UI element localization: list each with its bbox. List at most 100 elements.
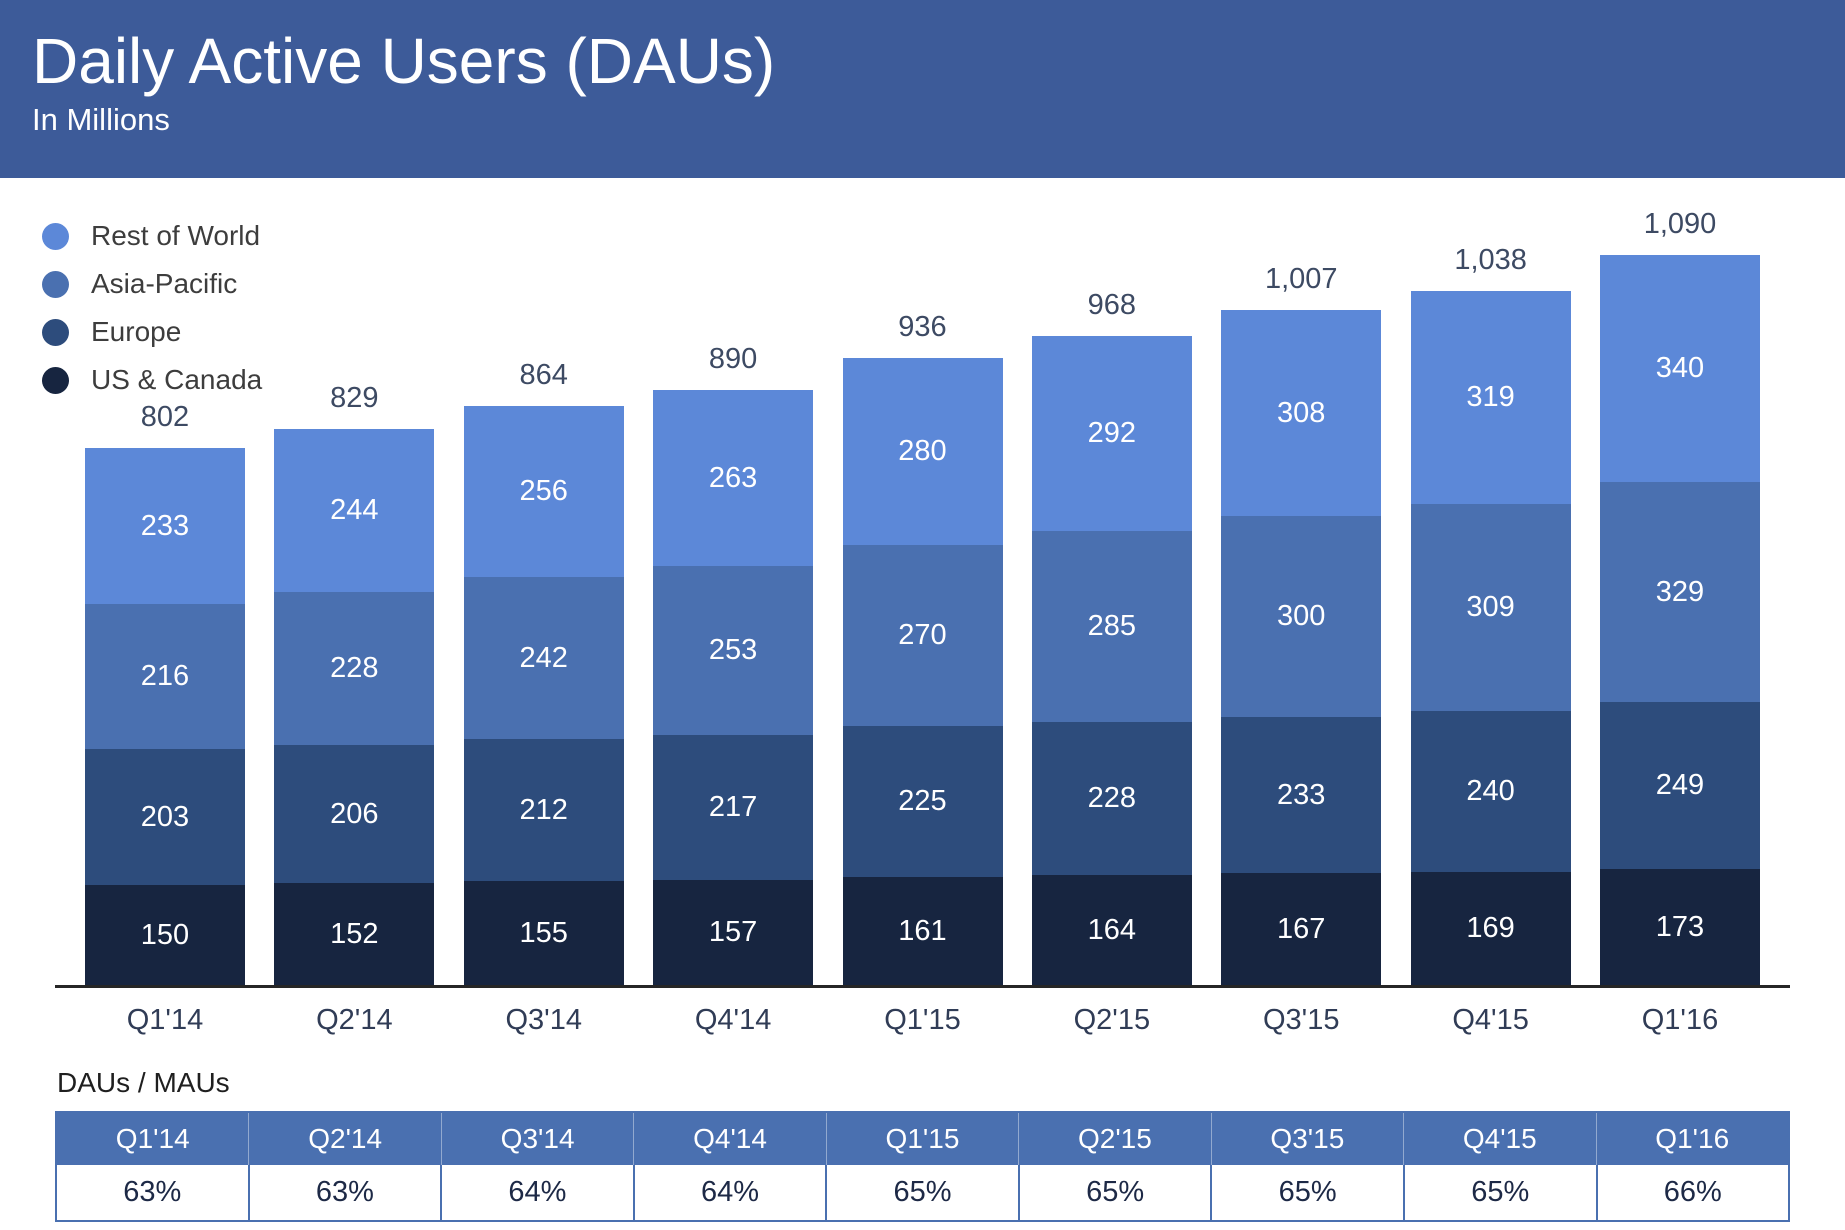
ratio-table-value-cell: 63% <box>247 1165 441 1220</box>
page-title: Daily Active Users (DAUs) <box>32 25 776 97</box>
ratio-table-header-cell: Q4'15 <box>1403 1113 1595 1165</box>
bar-stack: 280 270 225 161 <box>842 358 1003 985</box>
bar-segment: 203 <box>85 749 245 885</box>
segment-value-label: 256 <box>519 475 568 507</box>
ratio-table-header-cell: Q4'14 <box>633 1113 825 1165</box>
segment-value-label: 242 <box>519 641 568 674</box>
segment-value-label: 228 <box>330 652 379 684</box>
segment-value-label: 308 <box>1277 396 1326 429</box>
bar-segment: 292 <box>1031 336 1192 531</box>
x-axis-label: Q1'15 <box>884 1004 961 1036</box>
bar-column: 829 244 228 206 152 <box>274 382 435 985</box>
bar-segment: 228 <box>1031 722 1192 875</box>
segment-value-label: 212 <box>519 793 568 826</box>
ratio-table-header-cell: Q1'14 <box>115 1123 190 1154</box>
bar-segment: 249 <box>1600 702 1760 869</box>
bar-segment: 319 <box>1410 291 1571 504</box>
bar-segment: 217 <box>653 735 814 880</box>
ratio-table-value-cell: 65% <box>825 1165 1018 1220</box>
x-axis-label: Q4'14 <box>694 1004 772 1036</box>
ratio-table-value-cell: 65% <box>1402 1165 1596 1220</box>
legend-item: Asia-Pacific <box>42 268 262 300</box>
bar-stack: 256 242 212 155 <box>463 406 624 985</box>
bar-segment: 270 <box>842 545 1003 726</box>
ratio-table-header-cell: Q1'16 <box>1595 1113 1788 1165</box>
x-axis-label: Q1'16 <box>1641 1004 1719 1036</box>
bar-total-label: 890 <box>708 343 758 375</box>
ratio-table-title: DAUs / MAUs <box>57 1067 230 1098</box>
segment-value-label: 329 <box>1655 575 1705 608</box>
ratio-table-value-cell: 64% <box>440 1165 633 1220</box>
legend-swatch-icon <box>42 366 69 394</box>
segment-value-label: 217 <box>708 791 758 823</box>
bar-total-label: 1,038 <box>1454 244 1527 276</box>
x-axis-label: Q2'15 <box>1073 1004 1151 1036</box>
segment-value-label: 319 <box>1466 381 1515 413</box>
ratio-table-value-cell: 65% <box>1017 1165 1211 1220</box>
x-axis-label: Q4'15 <box>1452 1004 1529 1036</box>
bar-stack: 319 309 240 169 <box>1410 291 1571 985</box>
legend-swatch-icon <box>42 270 69 298</box>
bar-column: 1,007 308 300 233 167 <box>1221 263 1382 985</box>
bar-column: 936 280 270 225 161 <box>842 311 1003 985</box>
bar-total-label: 864 <box>519 359 568 391</box>
bar-column: 890 263 253 217 157 <box>653 343 814 985</box>
bar-segment: 157 <box>653 880 814 985</box>
bar-segment: 216 <box>85 604 245 749</box>
legend-label: Europe <box>91 316 182 347</box>
segment-value-label: 249 <box>1655 769 1705 801</box>
bar-column: 1,090 340 329 249 173 <box>1600 208 1760 985</box>
bar-segment: 161 <box>842 877 1003 985</box>
bar-total-label: 936 <box>898 311 947 343</box>
x-axis-label: Q2'14 <box>316 1004 393 1036</box>
bar-segment: 206 <box>274 745 435 883</box>
bar-segment: 340 <box>1600 255 1760 482</box>
legend-label: Asia-Pacific <box>91 268 238 299</box>
bar-stack: 263 253 217 157 <box>653 390 814 985</box>
bar-segment: 233 <box>1221 717 1382 873</box>
bar-column: 1,038 319 309 240 169 <box>1410 244 1571 985</box>
legend-label: US & Canada <box>91 364 263 395</box>
bar-segment: 155 <box>463 881 624 985</box>
segment-value-label: 244 <box>330 494 379 526</box>
segment-value-label: 167 <box>1277 912 1326 945</box>
segment-value-label: 300 <box>1277 600 1326 632</box>
dau-stacked-bar-chart: Rest of World Asia-Pacific Europe US & Cana… <box>0 178 1845 1037</box>
x-axis-label: Q3'15 <box>1263 1004 1340 1036</box>
bar-total-label: 968 <box>1087 289 1137 321</box>
bar-total-label: 1,090 <box>1643 208 1717 240</box>
segment-value-label: 240 <box>1466 775 1515 807</box>
bar-segment: 225 <box>842 726 1003 877</box>
bar-segment: 164 <box>1031 875 1192 985</box>
bar-segment: 167 <box>1221 873 1382 985</box>
bar-column: 968 292 285 228 164 <box>1031 289 1192 985</box>
bar-total-label: 802 <box>140 401 190 433</box>
legend-swatch-icon <box>42 222 69 250</box>
bar-total-label: 1,007 <box>1264 263 1338 295</box>
ratio-table-value-cell: 65% <box>1210 1165 1403 1220</box>
ratio-table-header-cell: Q2'15 <box>1018 1113 1210 1165</box>
bar-segment: 212 <box>463 739 624 881</box>
segment-value-label: 309 <box>1466 591 1515 623</box>
legend-label: Rest of World <box>91 220 261 251</box>
segment-value-label: 253 <box>708 634 758 666</box>
bar-stack: 308 300 233 167 <box>1221 310 1382 985</box>
bar-stack: 233 216 203 150 <box>85 448 245 985</box>
segment-value-label: 155 <box>519 916 568 949</box>
ratio-table-header-cell: Q1'15 <box>825 1113 1018 1165</box>
segment-value-label: 161 <box>898 914 947 947</box>
bar-segment: 280 <box>842 358 1003 545</box>
bar-segment: 244 <box>274 429 435 592</box>
bar-segment: 253 <box>653 566 814 735</box>
bar-segment: 263 <box>653 390 814 566</box>
bar-segment: 308 <box>1221 310 1382 516</box>
plot-area: 802 233 216 203 150 829 244 228 206 152 864 256 242 2… <box>55 208 1790 988</box>
segment-value-label: 263 <box>708 461 758 494</box>
bar-total-label: 829 <box>330 382 379 414</box>
segment-value-label: 285 <box>1087 610 1137 642</box>
segment-value-label: 270 <box>898 619 947 651</box>
ratio-table-header-cell: Q3'14 <box>440 1113 633 1165</box>
legend-item: US & Canada <box>42 364 262 396</box>
segment-value-label: 233 <box>140 509 190 542</box>
segment-value-label: 169 <box>1466 912 1515 944</box>
